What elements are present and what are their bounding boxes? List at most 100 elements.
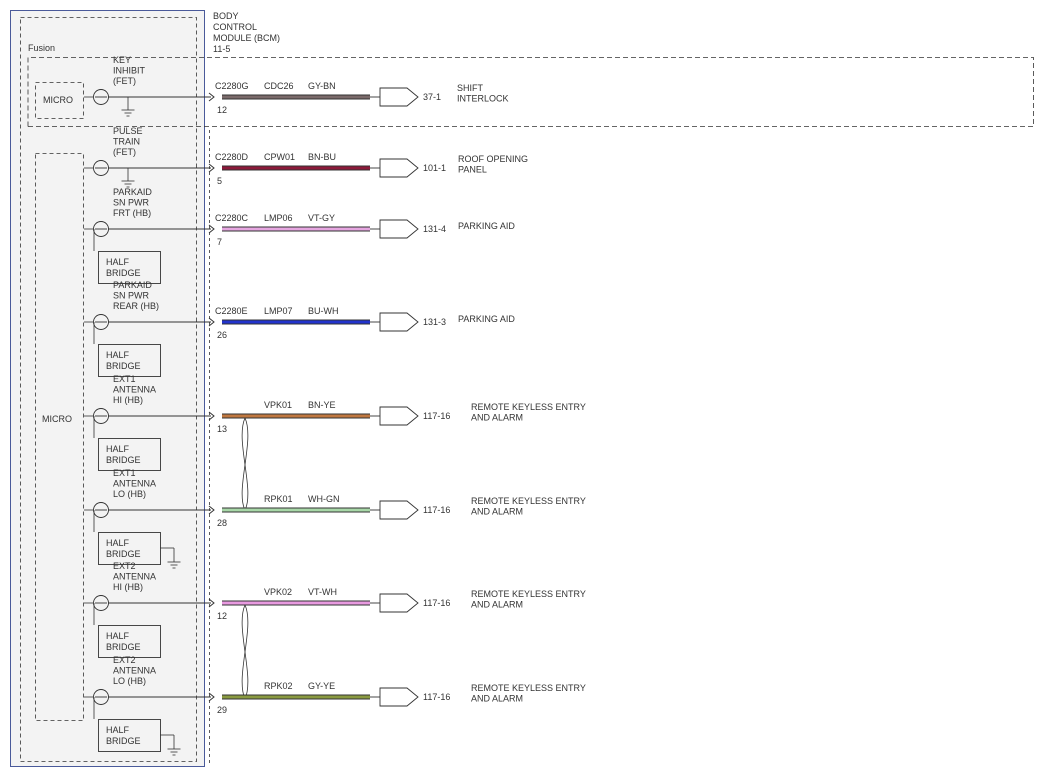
circuit-id-label: CDC26 [264,81,294,91]
half-bridge-box [98,344,161,377]
module-title: BODY CONTROL MODULE (BCM) 11-5 [213,11,280,54]
destination-ref-label: 117-16 [423,692,450,702]
pin-label: 12 [217,105,227,115]
pin-label: 13 [217,424,227,434]
main-micro-box [35,153,84,721]
half-bridge-label-2: BRIDGE [106,268,141,278]
connector-chevron-icon [208,692,215,702]
wire-color-code-label: BU-WH [308,306,339,316]
output-label-line: SN PWR [113,198,150,208]
output-label-line: ANTENNA [113,479,156,489]
destination-label-line: AND ALARM [471,694,523,704]
destination-label-line: AND ALARM [471,413,523,423]
half-bridge-box [98,438,161,471]
destination-connector-icon [379,158,419,178]
destination-ref-label: 101-1 [423,163,446,173]
output-label-line: LO (HB) [113,489,146,499]
half-bridge-label-1: HALF [106,538,130,548]
module-title-line-2: CONTROL [213,22,257,32]
fusion-dashed-box [20,17,197,762]
destination-label-line: SHIFT [457,83,484,93]
destination-connector-icon [379,219,419,239]
output-label-line: SN PWR [113,291,150,301]
circuit-id-label: LMP06 [264,213,293,223]
destination-label-line: INTERLOCK [457,94,509,104]
output-label-line: ANTENNA [113,385,156,395]
half-bridge-label-2: BRIDGE [106,642,141,652]
key-inhibit-dashed-box [27,57,1034,127]
half-bridge-label-1: HALF [106,444,130,454]
output-label-line: REAR (HB) [113,301,159,311]
half-bridge-label-1: HALF [106,257,130,267]
output-label-line: PARKAID [113,187,152,197]
wire-color-code-label: WH-GN [308,494,340,504]
output-label-line: HI (HB) [113,395,143,405]
connector-chevron-icon [208,411,215,421]
half-bridge-box [98,532,161,565]
output-label-line: LO (HB) [113,676,146,686]
destination-connector-icon [379,87,419,107]
destination-connector-icon [379,593,419,613]
pin-label: 7 [217,237,222,247]
half-bridge-label-2: BRIDGE [106,549,141,559]
pin-label: 28 [217,518,227,528]
destination-label-line: ROOF OPENING [458,154,528,164]
ground-icon [167,561,181,569]
connector-label: C2280D [215,152,249,162]
output-label-line: (FET) [113,76,136,86]
output-label-line: PARKAID [113,280,152,290]
destination-ref-label: 117-16 [423,411,450,421]
pin-label: 12 [217,611,227,621]
connector-chevron-icon [208,92,215,102]
connector-chevron-icon [208,224,215,234]
circuit-id-label: RPK02 [264,681,293,691]
half-bridge-label-1: HALF [106,350,130,360]
destination-label-line: AND ALARM [471,600,523,610]
half-bridge-label-1: HALF [106,725,130,735]
module-title-line-3: MODULE (BCM) [213,33,280,43]
main-micro-label: MICRO [42,414,72,424]
output-label-line: EXT2 [113,561,136,571]
key-micro-box [35,82,84,119]
destination-connector-icon [379,500,419,520]
destination-label-line: REMOTE KEYLESS ENTRY [471,683,586,693]
output-label-line: ANTENNA [113,666,156,676]
connector-chevron-icon [208,163,215,173]
output-label-line: (FET) [113,147,136,157]
destination-label-line: AND ALARM [471,507,523,517]
destination-label-line: REMOTE KEYLESS ENTRY [471,589,586,599]
destination-ref-label: 37-1 [423,92,441,102]
circuit-id-label: CPW01 [264,152,295,162]
ground-icon [121,180,135,188]
output-label-line: EXT2 [113,655,136,665]
wire-color-code-label: GY-BN [308,81,336,91]
destination-label-line: REMOTE KEYLESS ENTRY [471,496,586,506]
pin-label: 29 [217,705,227,715]
ground-icon [121,109,135,117]
destination-connector-icon [379,687,419,707]
key-micro-label: MICRO [43,95,73,105]
circuit-id-label: VPK02 [264,587,292,597]
output-label-line: HI (HB) [113,582,143,592]
destination-label-line: PANEL [458,165,487,175]
twisted-pair-ext2 [241,604,249,700]
half-bridge-label-2: BRIDGE [106,455,141,465]
destination-ref-label: 117-16 [423,505,450,515]
half-bridge-box [98,719,161,752]
module-title-line-1: BODY [213,11,239,21]
connector-label: C2280G [215,81,249,91]
twisted-pair-ext1 [241,417,249,511]
destination-ref-label: 117-16 [423,598,450,608]
wire-color-code-label: VT-WH [308,587,337,597]
half-bridge-label-2: BRIDGE [106,736,141,746]
